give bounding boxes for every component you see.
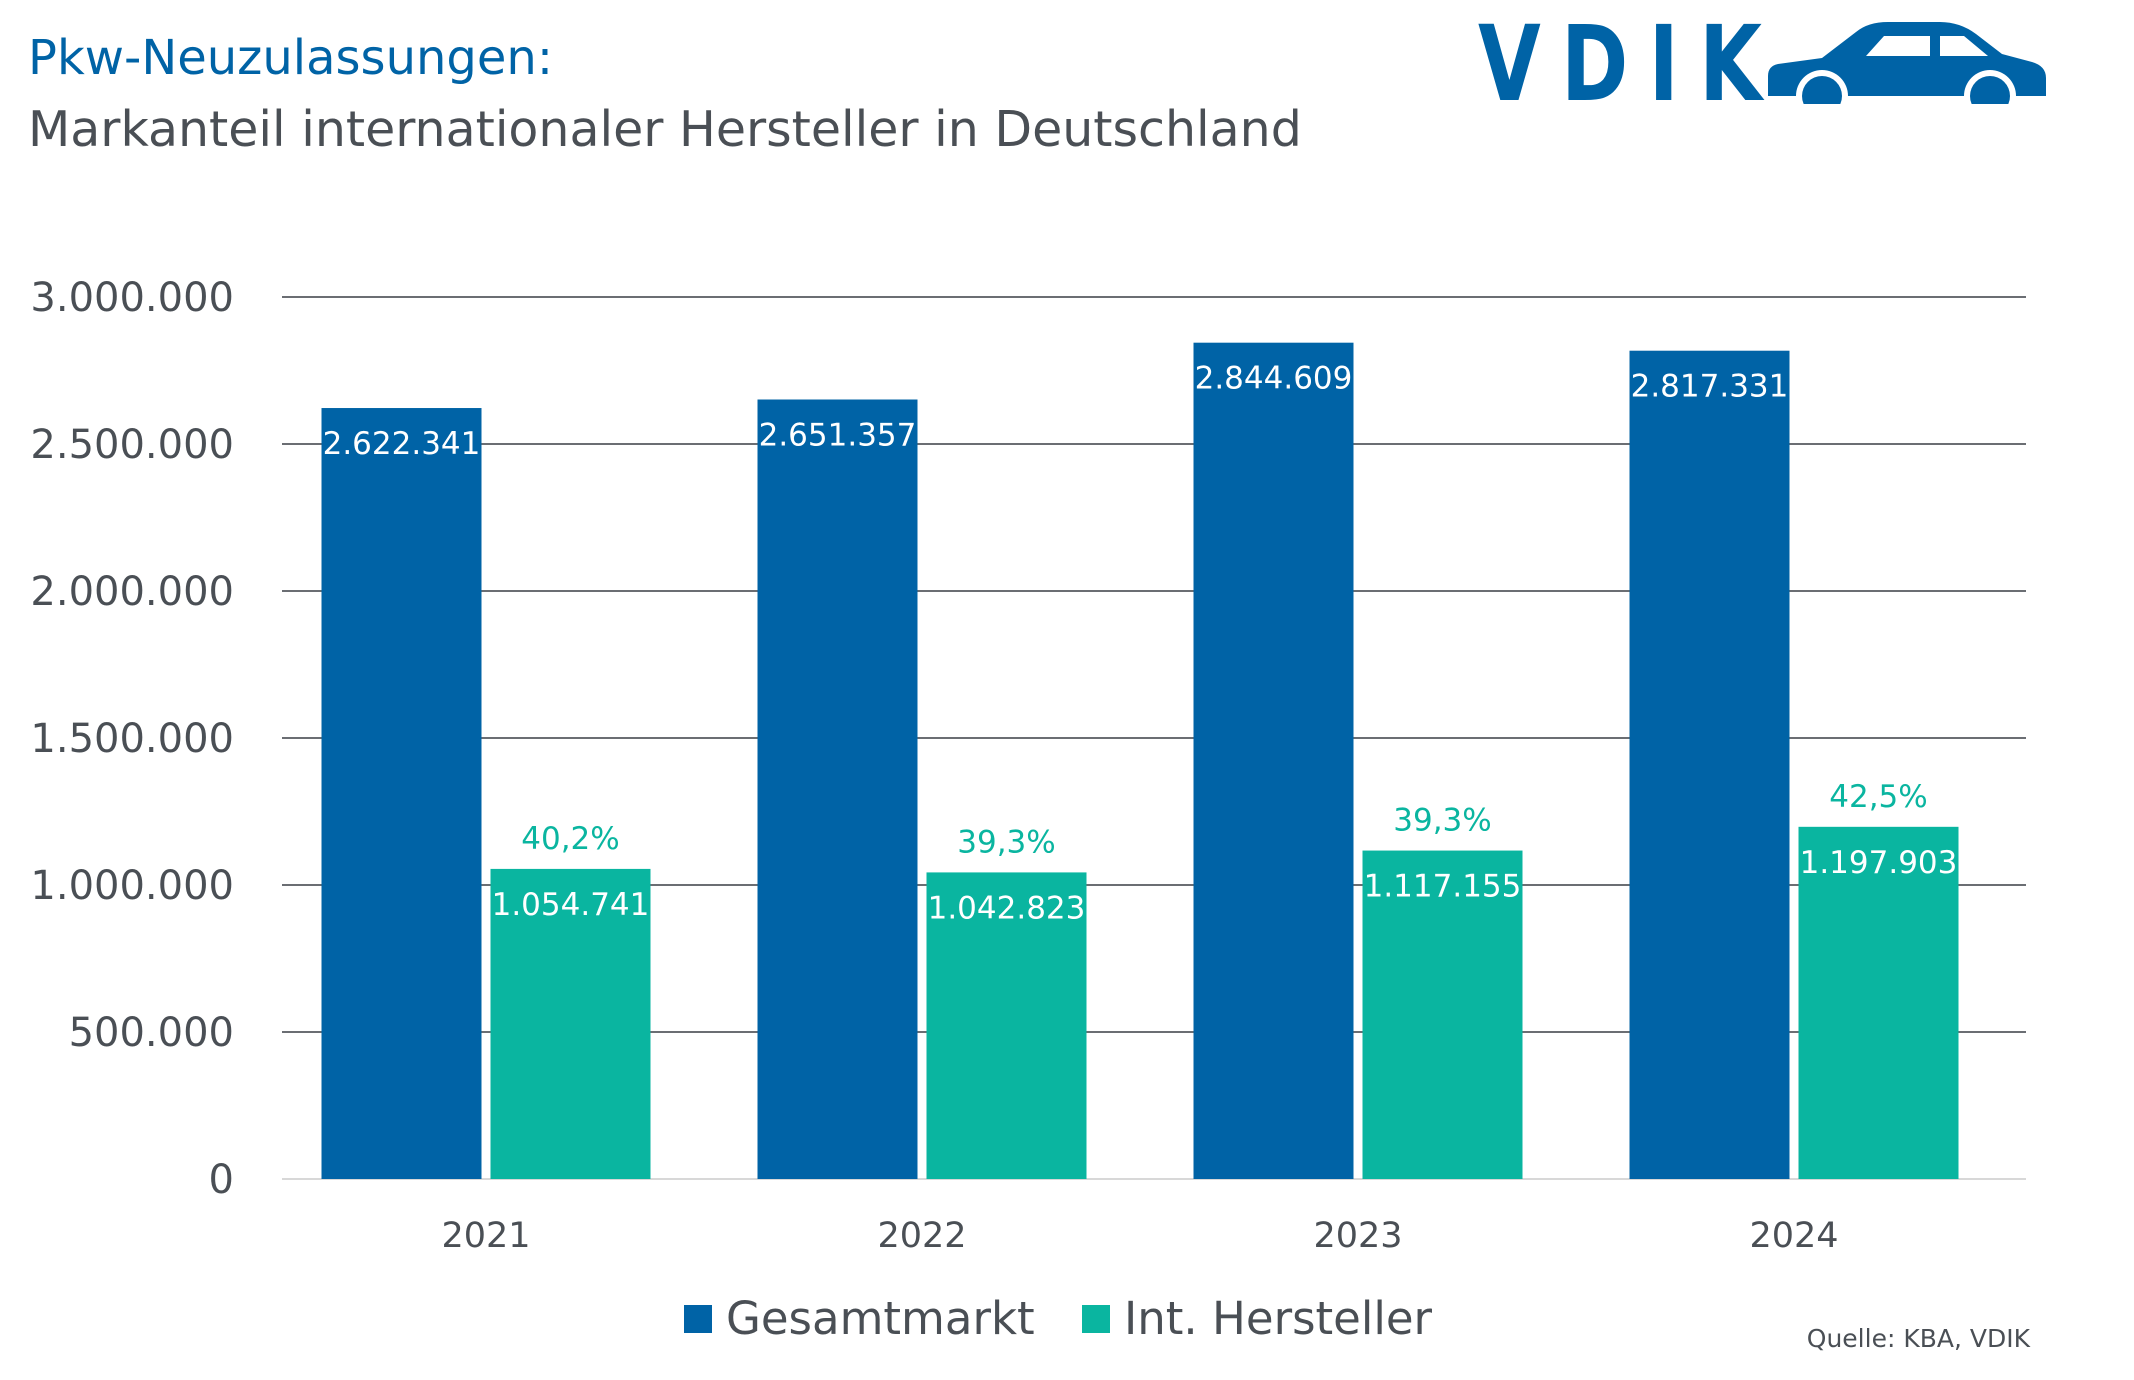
chart-title: Pkw-Neuzulassungen: [28, 30, 553, 86]
share-label: 42,5% [1829, 779, 1927, 815]
bar-gesamtmarkt [321, 408, 482, 1179]
share-label: 40,2% [521, 821, 619, 857]
source-note: Quelle: KBA, VDIK [1806, 1324, 2030, 1353]
bar-int-hersteller [1798, 826, 1959, 1179]
y-tick-label: 2.000.000 [30, 569, 234, 615]
legend-label-gesamtmarkt: Gesamtmarkt [726, 1292, 1035, 1345]
x-tick-label: 2021 [441, 1216, 530, 1256]
legend-swatch-gesamtmarkt [684, 1304, 712, 1333]
vdik-logo: VDIK [1478, 12, 2048, 116]
legend-item-int-hersteller: Int. Hersteller [1082, 1292, 1432, 1345]
x-tick-label: 2024 [1749, 1216, 1838, 1256]
bar-value-label: 2.622.341 [323, 426, 481, 462]
bar-gesamtmarkt [757, 399, 918, 1179]
legend-label-int-hersteller: Int. Hersteller [1124, 1292, 1433, 1345]
y-tick-label: 2.500.000 [30, 422, 234, 468]
bar-int-hersteller [926, 872, 1087, 1179]
y-tick-label: 1.500.000 [30, 716, 234, 762]
y-tick-label: 0 [209, 1157, 234, 1203]
bar-value-label: 1.197.903 [1800, 845, 1958, 881]
share-label: 39,3% [1393, 803, 1491, 839]
chart-legend: Gesamtmarkt Int. Hersteller [0, 1292, 2134, 1352]
car-icon [1768, 22, 2046, 104]
legend-item-gesamtmarkt: Gesamtmarkt [684, 1292, 1035, 1345]
y-tick-label: 1.000.000 [30, 863, 234, 909]
bar-int-hersteller [490, 868, 651, 1179]
bar-value-label: 2.844.609 [1195, 361, 1353, 397]
share-label: 39,3% [957, 824, 1055, 860]
x-tick-label: 2023 [1313, 1216, 1402, 1256]
bar-int-hersteller [1362, 850, 1523, 1179]
bar-value-label: 1.054.741 [492, 887, 650, 923]
chart-subtitle: Markanteil internationaler Hersteller in… [28, 101, 1302, 158]
bar-value-label: 1.117.155 [1364, 869, 1522, 905]
bar-value-label: 2.817.331 [1631, 369, 1789, 405]
bar-gesamtmarkt [1193, 342, 1354, 1180]
legend-swatch-int-hersteller [1082, 1304, 1110, 1333]
bar-value-label: 1.042.823 [928, 890, 1086, 926]
x-tick-label: 2022 [877, 1216, 966, 1256]
bar-value-label: 2.651.357 [759, 418, 917, 454]
y-tick-label: 500.000 [69, 1010, 234, 1056]
bar-gesamtmarkt [1629, 350, 1790, 1179]
bar-chart: 0 500.000 1.000.000 1.500.000 2.000.000 2.500… [30, 275, 2026, 1256]
logo-text: VDIK [1478, 3, 1783, 125]
y-tick-label: 3.000.000 [30, 275, 234, 321]
